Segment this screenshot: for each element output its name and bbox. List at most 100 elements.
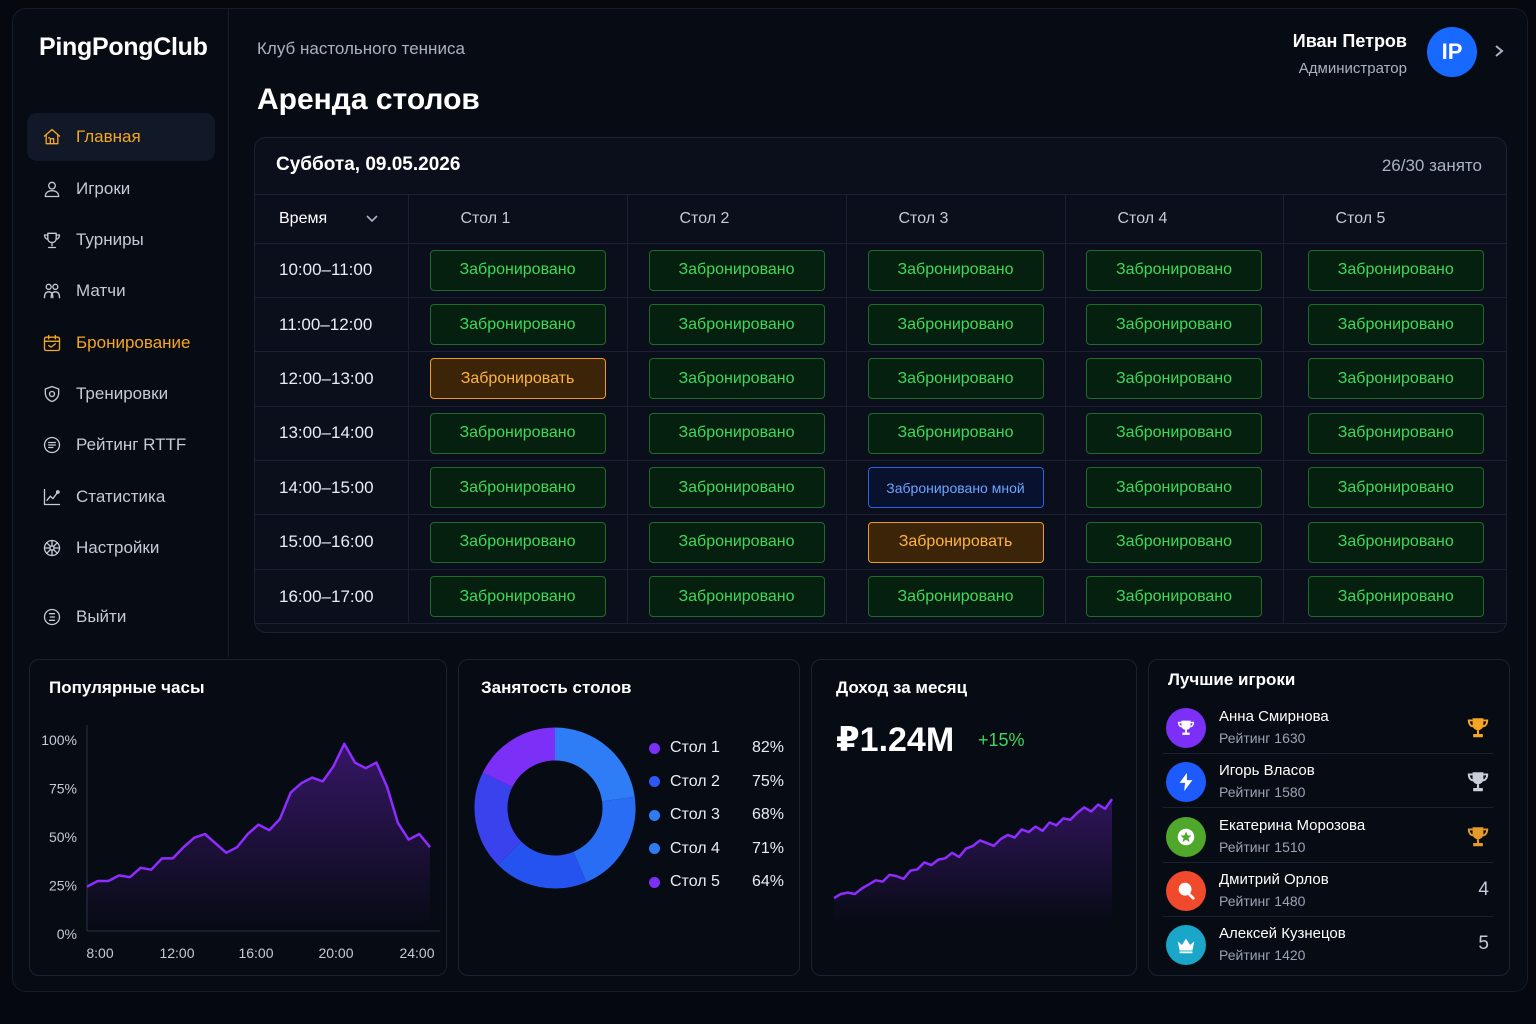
time-slot-label: 13:00–14:00 xyxy=(255,406,409,462)
x-tick-label: 16:00 xyxy=(238,945,273,961)
sidebar-item-tournaments[interactable]: Турниры xyxy=(27,216,215,264)
player-name: Алексей Кузнецов xyxy=(1219,925,1346,943)
sidebar-item-logout[interactable]: Выйти xyxy=(27,593,215,641)
bronze-trophy-icon xyxy=(1467,826,1489,846)
time-slot-label: 12:00–13:00 xyxy=(255,351,409,407)
booked-slot-button[interactable]: Забронировано xyxy=(1086,467,1262,509)
sidebar-item-matches[interactable]: Матчи xyxy=(27,267,215,315)
booked-slot-button[interactable]: Забронировано xyxy=(648,467,825,509)
booking-date: Суббота, 09.05.2026 xyxy=(276,154,461,175)
book-slot-button[interactable]: Забронировать xyxy=(867,521,1044,563)
booked-slot-button[interactable]: Забронировано xyxy=(1307,249,1484,291)
table-column-header: Стол 4 xyxy=(1065,195,1284,244)
legend-dot xyxy=(649,742,660,754)
booked-slot-button[interactable]: Забронировано xyxy=(1307,576,1484,618)
booked-slot-button[interactable]: Забронировано xyxy=(1307,412,1484,454)
slot-cell: Забронировано xyxy=(1283,460,1506,516)
booked-slot-button[interactable]: Забронировано xyxy=(1086,249,1262,291)
booked-slot-button[interactable]: Забронировано xyxy=(1086,412,1262,454)
booked-slot-button[interactable]: Забронировано xyxy=(1086,358,1262,400)
booking-header: Суббота, 09.05.2026 26/30 занято xyxy=(255,138,1506,195)
table-row: 15:00–16:00 Забронировано Забронировано Заб… xyxy=(255,514,1506,570)
booked-slot-button[interactable]: Забронировано xyxy=(867,576,1044,618)
booked-slot-button[interactable]: Забронировано xyxy=(1307,358,1484,400)
avatar[interactable]: IP xyxy=(1427,27,1477,77)
booked-slot-button[interactable]: Забронировано xyxy=(1086,304,1262,346)
page-title: Аренда столов xyxy=(257,83,480,116)
slot-cell: Забронировано xyxy=(408,406,628,462)
legend-item: Стол 4 71% xyxy=(649,838,784,860)
booked-slot-button[interactable]: Забронировано xyxy=(429,576,606,618)
legend-item: Стол 1 82% xyxy=(649,737,784,759)
booked-slot-button[interactable]: Забронировано xyxy=(648,249,825,291)
player-row[interactable]: Алексей Кузнецов Рейтинг 1420 5 xyxy=(1163,919,1493,971)
player-rating: Рейтинг 1630 xyxy=(1219,730,1306,746)
legend-item: Стол 2 75% xyxy=(649,771,784,793)
player-row[interactable]: Дмитрий Орлов Рейтинг 1480 4 xyxy=(1163,865,1493,917)
booked-slot-button[interactable]: Забронировано xyxy=(429,304,606,346)
slot-cell: Забронировано xyxy=(1065,351,1284,407)
income-delta: +15% xyxy=(978,730,1025,750)
slot-cell: Забронировано xyxy=(1283,569,1506,625)
player-row[interactable]: Екатерина Морозова Рейтинг 1510 xyxy=(1163,811,1493,863)
app-logo[interactable]: PingPongClub xyxy=(39,33,208,61)
sidebar-item-trainings[interactable]: Тренировки xyxy=(27,370,215,418)
income-value: ₽1.24M xyxy=(836,721,955,759)
sidebar-item-booking[interactable]: Бронирование xyxy=(27,319,215,367)
booked-slot-button[interactable]: Забронировано xyxy=(1307,304,1484,346)
player-avatar xyxy=(1166,925,1206,966)
legend-value: 68% xyxy=(751,806,784,823)
legend-item: Стол 3 68% xyxy=(649,804,784,826)
time-slot-label: 14:00–15:00 xyxy=(255,460,409,516)
slot-cell: Забронировать xyxy=(846,514,1066,570)
booked-slot-button[interactable]: Забронировано xyxy=(867,304,1044,346)
sidebar-item-home[interactable]: Главная xyxy=(27,113,215,161)
booked-slot-button[interactable]: Забронировано xyxy=(648,304,825,346)
my-booking-button[interactable]: Забронировано мной xyxy=(867,467,1044,509)
legend-value: 82% xyxy=(751,739,784,756)
booked-slot-button[interactable]: Забронировано xyxy=(867,412,1044,454)
trophy-icon xyxy=(1177,720,1195,735)
booked-slot-button[interactable]: Забронировано xyxy=(867,358,1044,400)
time-header-label: Время xyxy=(279,209,328,227)
slot-cell: Забронировано xyxy=(1065,297,1284,353)
slot-cell: Забронировано xyxy=(1283,297,1506,353)
player-row[interactable]: Анна Смирнова Рейтинг 1630 xyxy=(1163,702,1493,754)
slot-cell: Забронировано xyxy=(846,243,1066,298)
booked-slot-button[interactable]: Забронировано xyxy=(867,249,1044,291)
booked-slot-button[interactable]: Забронировано xyxy=(429,249,606,291)
paddle-icon xyxy=(1178,882,1195,900)
booked-slot-button[interactable]: Забронировано xyxy=(648,521,825,563)
x-tick-label: 8:00 xyxy=(86,945,113,961)
booked-slot-button[interactable]: Забронировано xyxy=(1307,521,1484,563)
booked-slot-button[interactable]: Забронировано xyxy=(429,412,606,454)
booked-slot-button[interactable]: Забронировано xyxy=(429,521,606,563)
booked-slot-button[interactable]: Забронировано xyxy=(1307,467,1484,509)
sidebar-item-statistics[interactable]: Статистика xyxy=(27,473,215,521)
chevron-right-icon[interactable] xyxy=(1491,39,1507,63)
booked-slot-button[interactable]: Забронировано xyxy=(648,412,825,454)
top-players-title: Лучшие игроки xyxy=(1168,670,1296,689)
occupancy-donut-chart xyxy=(474,727,636,889)
booked-slot-button[interactable]: Забронировано xyxy=(648,358,825,400)
time-column-header[interactable]: Время xyxy=(255,195,409,244)
x-tick-label: 24:00 xyxy=(399,945,434,961)
sidebar-item-rating[interactable]: Рейтинг RTTF xyxy=(27,421,215,469)
club-subtitle: Клуб настольного тенниса xyxy=(257,39,465,58)
booked-slot-button[interactable]: Забронировано xyxy=(1086,576,1262,618)
slot-cell: Забронировано xyxy=(1065,569,1284,625)
booked-slot-button[interactable]: Забронировано xyxy=(648,576,825,618)
user-role: Администратор xyxy=(1298,60,1407,77)
x-tick-label: 12:00 xyxy=(159,945,194,961)
income-title: Доход за месяц xyxy=(836,678,968,697)
sidebar-item-players[interactable]: Игроки xyxy=(27,165,215,213)
booked-slot-button[interactable]: Забронировано xyxy=(429,467,606,509)
book-slot-button[interactable]: Забронировать xyxy=(429,358,606,400)
booked-slot-button[interactable]: Забронировано xyxy=(1086,521,1262,563)
player-row[interactable]: Игорь Власов Рейтинг 1580 xyxy=(1163,756,1493,809)
sidebar-item-settings[interactable]: Настройки xyxy=(27,524,215,572)
table-column-header: Стол 2 xyxy=(627,195,847,244)
slot-cell: Забронировано xyxy=(408,297,628,353)
legend-label: Стол 1 xyxy=(670,739,720,756)
slot-cell: Забронировано xyxy=(1283,406,1506,462)
